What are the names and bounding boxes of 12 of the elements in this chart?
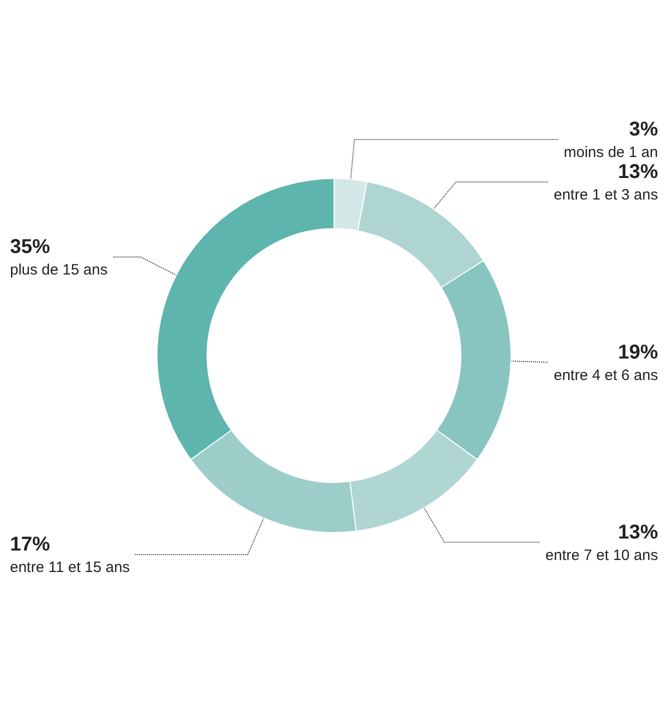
slice-label: moins de 1 an (564, 144, 658, 161)
data-label: 17% (10, 534, 50, 556)
slice-label: entre 4 et 6 ans (554, 366, 658, 384)
data-label: 3% (629, 118, 658, 140)
slice-label: entre 1 et 3 ans (554, 186, 658, 204)
data-label: 19% (618, 341, 658, 364)
slice-label: plus de 15 ans (10, 261, 108, 278)
slice-label: entre 11 et 15 ans (10, 559, 130, 576)
data-label: 35% (10, 236, 50, 258)
slice-label: entre 7 et 10 ans (545, 546, 658, 564)
data-label: 13% (618, 521, 658, 544)
data-label: 13% (618, 160, 658, 183)
